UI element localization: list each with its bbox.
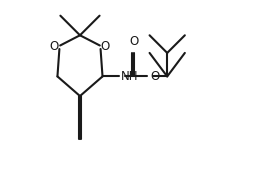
Text: O: O [129, 35, 138, 48]
Text: NH: NH [121, 70, 139, 83]
Text: O: O [50, 40, 59, 53]
Text: O: O [150, 70, 159, 83]
Text: O: O [101, 40, 110, 53]
